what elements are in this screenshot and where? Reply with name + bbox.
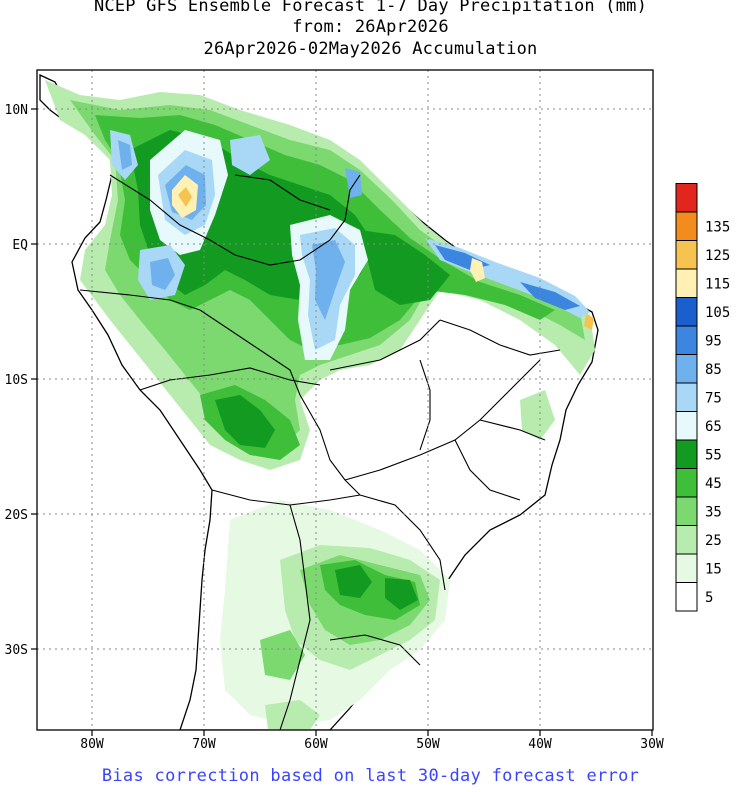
legend-swatch	[675, 439, 698, 469]
lat-axis-labels: 10N EQ 10S 20S 30S	[5, 103, 29, 658]
legend-swatch	[675, 240, 698, 270]
graticule	[37, 70, 653, 730]
lat-tick-label: 30S	[5, 643, 28, 658]
legend-label: 85	[705, 362, 722, 378]
legend-swatch	[675, 496, 698, 526]
legend-swatch	[675, 411, 698, 441]
lat-tick-label: 10N	[5, 103, 28, 118]
lon-tick-label: 30W	[640, 737, 664, 752]
legend-label: 115	[705, 276, 730, 292]
legend-swatch	[675, 268, 698, 298]
legend-swatch	[675, 183, 698, 213]
bias-correction-note: Bias correction based on last 30-day for…	[101, 766, 640, 786]
legend-swatch	[675, 211, 698, 241]
precip-legend: 5 15 25 35 45 55 65 75 85 95 105 115 125 135	[675, 183, 730, 612]
legend-swatch	[675, 553, 698, 583]
lat-tick-label: 10S	[5, 373, 28, 388]
lon-tick-label: 70W	[192, 737, 216, 752]
legend-swatch	[675, 468, 698, 498]
map-frame	[36, 69, 654, 731]
legend-label: 45	[705, 476, 722, 492]
legend-swatch	[675, 582, 698, 612]
legend-label: 135	[705, 219, 730, 235]
legend-label: 25	[705, 533, 722, 549]
legend-label: 105	[705, 305, 730, 321]
map-title: NCEP GFS Ensemble Forecast 1-7 Day Preci…	[0, 0, 741, 60]
legend-label: 95	[705, 333, 722, 349]
lon-tick-label: 60W	[304, 737, 328, 752]
title-line-2: from: 26Apr2026	[292, 17, 449, 37]
legend-label: 35	[705, 504, 722, 520]
legend-swatch	[675, 325, 698, 355]
legend-label: 55	[705, 447, 722, 463]
title-line-1: NCEP GFS Ensemble Forecast 1-7 Day Preci…	[93, 0, 648, 16]
legend-swatch	[675, 354, 698, 384]
lat-tick-label: 20S	[5, 508, 28, 523]
legend-label: 125	[705, 248, 730, 264]
legend-label: 65	[705, 419, 722, 435]
legend-swatch	[675, 382, 698, 412]
lat-tick-label: EQ	[12, 238, 28, 253]
legend-label: 75	[705, 390, 722, 406]
legend-swatch	[675, 297, 698, 327]
country-borders	[79, 174, 561, 730]
legend-swatch	[675, 525, 698, 555]
lon-axis-labels: 80W 70W 60W 50W 40W 30W	[80, 737, 664, 752]
legend-label: 15	[705, 561, 722, 577]
title-line-3: 26Apr2026-02May2026 Accumulation	[203, 39, 538, 59]
lon-tick-label: 40W	[528, 737, 552, 752]
lon-tick-label: 50W	[416, 737, 440, 752]
axis-ticks	[31, 108, 653, 736]
legend-label: 5	[705, 590, 713, 606]
lon-tick-label: 80W	[80, 737, 104, 752]
